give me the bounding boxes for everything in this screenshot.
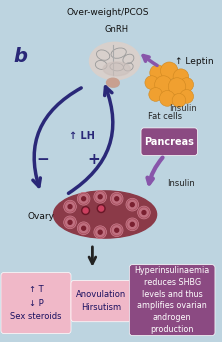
Ellipse shape [109, 80, 119, 87]
Ellipse shape [54, 191, 157, 238]
Circle shape [142, 211, 146, 214]
Circle shape [79, 194, 88, 203]
Text: Over-weight/PCOS: Over-weight/PCOS [67, 8, 149, 17]
Text: Ovary: Ovary [27, 212, 54, 221]
Circle shape [68, 205, 72, 209]
FancyBboxPatch shape [129, 265, 215, 336]
Circle shape [94, 226, 107, 239]
Circle shape [180, 90, 194, 103]
Circle shape [77, 222, 90, 235]
Circle shape [150, 65, 165, 81]
Text: Pancreas: Pancreas [144, 137, 194, 147]
Circle shape [82, 197, 86, 201]
Circle shape [110, 192, 123, 205]
Circle shape [99, 206, 104, 211]
Circle shape [145, 76, 159, 90]
Circle shape [96, 228, 105, 237]
FancyBboxPatch shape [71, 280, 131, 322]
Circle shape [66, 218, 74, 227]
Circle shape [173, 69, 189, 84]
Circle shape [168, 78, 186, 95]
Ellipse shape [103, 62, 130, 76]
Circle shape [126, 198, 139, 211]
Circle shape [138, 206, 150, 219]
Circle shape [82, 207, 89, 214]
Circle shape [96, 192, 105, 201]
Circle shape [130, 222, 134, 226]
Text: ↑ LH: ↑ LH [69, 131, 95, 141]
Text: Hyperinsulinaemia
reduces SHBG
levels and thus
amplifies ovarian
androgen
produc: Hyperinsulinaemia reduces SHBG levels an… [135, 266, 210, 334]
Circle shape [112, 194, 121, 203]
Circle shape [128, 220, 137, 229]
Circle shape [83, 208, 88, 213]
Circle shape [128, 200, 137, 209]
Circle shape [126, 218, 139, 231]
Circle shape [180, 78, 194, 92]
Circle shape [66, 202, 74, 211]
Ellipse shape [107, 78, 119, 87]
Circle shape [77, 192, 90, 205]
FancyBboxPatch shape [141, 128, 197, 156]
Text: ↑ Leptin: ↑ Leptin [175, 57, 214, 66]
Text: ↑ T
↓ P
Sex steroids: ↑ T ↓ P Sex steroids [10, 285, 62, 321]
Circle shape [110, 224, 123, 237]
Circle shape [64, 200, 76, 213]
Circle shape [94, 190, 107, 203]
Text: Insulin: Insulin [169, 104, 197, 113]
Circle shape [112, 226, 121, 235]
Circle shape [97, 205, 105, 212]
Circle shape [115, 228, 119, 232]
Circle shape [161, 62, 178, 80]
Circle shape [130, 203, 134, 207]
Circle shape [115, 197, 119, 201]
Text: Insulin: Insulin [167, 179, 195, 188]
Circle shape [68, 220, 72, 224]
Text: b: b [14, 47, 28, 66]
Circle shape [140, 208, 148, 217]
Circle shape [98, 195, 102, 199]
Circle shape [160, 91, 175, 106]
Circle shape [172, 93, 186, 107]
Circle shape [82, 226, 86, 230]
Text: +: + [87, 152, 100, 167]
Text: −: − [36, 152, 49, 167]
Circle shape [149, 88, 163, 101]
FancyBboxPatch shape [1, 273, 71, 333]
Circle shape [155, 76, 172, 93]
Circle shape [98, 230, 102, 234]
Ellipse shape [89, 42, 140, 80]
Text: Fat cells: Fat cells [148, 112, 182, 121]
Circle shape [79, 224, 88, 233]
Circle shape [64, 216, 76, 229]
Text: GnRH: GnRH [105, 25, 129, 34]
Text: Anovulation
Hirsutism: Anovulation Hirsutism [76, 290, 126, 312]
